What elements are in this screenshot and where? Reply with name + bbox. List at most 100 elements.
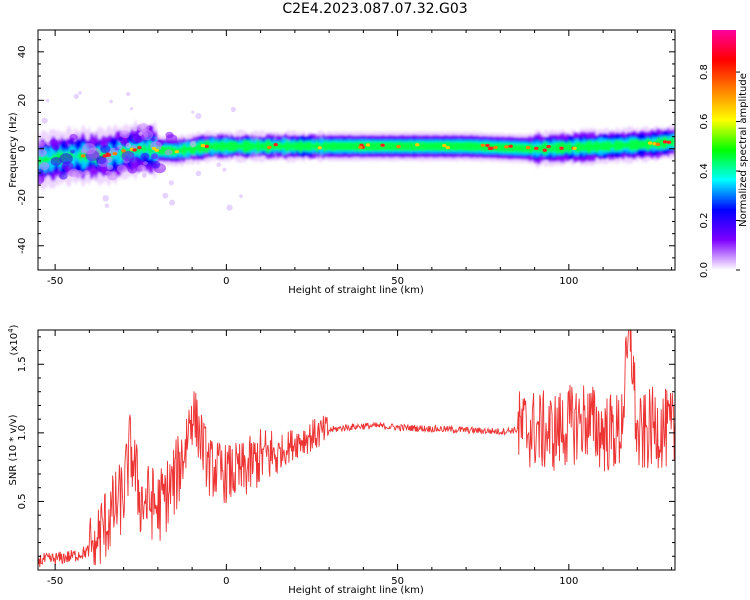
snr-y-ticks: 0.5 1.0 1.5 [17,336,675,571]
spectrogram-noise-blob [39,162,50,171]
snr-x-tick-label: -50 [47,576,63,587]
spectrogram-noise-dot [226,204,233,211]
snr-x-tick-label: 0 [223,576,229,587]
spectrogram-peak [154,148,159,152]
colorbar-gradient [712,30,736,270]
spectrogram-noise-blob [143,161,148,166]
spectrogram-noise-dot [41,117,48,124]
spectrogram-y-tick-label: 40 [17,45,28,58]
colorbar-ticks: 0.0 0.2 0.4 0.6 0.8 [699,64,740,278]
spectrogram-noise-dot [125,142,132,149]
spectrogram-noise-dot [239,194,243,198]
spectrogram-noise-blob [105,170,111,175]
snr-y-multiplier-close: ) [9,324,20,328]
spectrogram-peak [442,144,447,148]
spectrogram-noise-dot [73,93,79,99]
spectrogram-panel: -50 0 50 100 -40 -20 0 20 40 Height of straight… [8,29,676,296]
spectrogram-noise-dot [141,172,147,178]
colorbar-tick-label: 0.8 [699,64,710,80]
spectrogram-y-tick-label: 20 [17,94,28,107]
spectrogram-noise-blob [116,164,127,173]
spectrogram-peak [396,144,401,149]
spectrogram-noise-dot [129,107,134,111]
spectrogram-peak [137,146,142,150]
spectrogram-peak [174,150,180,154]
spectrogram-noise-dot [168,180,174,186]
colorbar-tick-label: 0.2 [699,213,710,229]
spectrogram-noise-dot [138,131,143,136]
spectrogram-x-tick-label: 50 [391,276,404,287]
spectrogram-y-tick-label: 0 [17,146,28,152]
spectrogram-noise-blob [133,133,145,143]
spectrogram-peak [121,149,126,153]
spectrogram-y-tick-label: -20 [17,189,28,205]
spectrogram-peak [655,142,660,146]
spectrogram-noise-dot [191,110,195,114]
spectrogram-peak [666,140,672,144]
spectrogram-peak [559,146,564,150]
spectrogram-noise-blob [49,139,58,146]
spectrogram-noise-blob [137,123,150,133]
spectrogram-peak [365,143,371,147]
spectrogram-peak [204,144,209,148]
spectrogram-y-tick-label: -40 [17,238,28,254]
spectrogram-noise-blob [82,143,97,155]
spectrogram-noise-blob [127,166,138,174]
spectrogram-noise-dot [132,126,138,132]
spectrogram-noise-dot [109,99,113,104]
spectrogram-peak [546,145,551,149]
spectrogram-noise-blob [82,170,90,176]
spectrogram-peak [487,146,493,151]
snr-y-tick-label: 0.5 [17,493,28,509]
spectrogram-peak [273,143,278,147]
colorbar-tick-label: 0.0 [699,262,710,278]
spectrogram-peak [112,152,118,156]
spectrogram-noise-blob [59,172,68,180]
spectrogram-peak [445,145,451,150]
spectrogram-noise-blob [100,144,111,154]
spectrogram-x-axis-label: Height of straight line (km) [288,285,424,296]
snr-x-ticks: -50 0 50 100 [47,330,673,587]
spectrogram-noise-blob [119,130,130,139]
spectrogram-peak [647,141,653,145]
spectrogram-noise-dot [162,192,169,199]
spectrogram-noise-blob [129,157,142,168]
spectrogram-noise-blob [38,175,45,185]
spectrogram-peak [493,145,498,150]
snr-x-tick-label: 100 [559,576,578,587]
spectrogram-noise-dot [45,98,50,103]
spectrogram-peak [102,154,107,158]
spectrogram-noise-blob [137,164,147,172]
snr-series-line [38,330,675,568]
spectrogram-peak [534,146,539,150]
spectrogram-peak [504,145,509,149]
spectrogram-peak [508,144,513,148]
spectrogram-peak [480,143,485,147]
spectrogram-band-layer [38,133,675,174]
snr-plot-area [38,330,675,570]
spectrogram-peak [542,148,547,152]
spectrogram-peak [80,154,86,158]
spectrogram-noise-blob [70,149,76,154]
spectrogram-noise-dot [169,199,176,206]
svg-text:(x104): (x104) [7,324,20,355]
spectrogram-noise-dot [230,106,236,113]
spectrogram-noise-blob [151,153,159,160]
spectrogram-noise-blob [59,153,73,164]
spectrogram-peak [572,146,577,150]
spectrogram-noise-blob [165,131,174,139]
spectrogram-noise-blob [50,156,62,166]
spectrogram-x-tick-label: 100 [559,276,578,287]
spectrogram-noise-blob [69,133,78,141]
spectrogram-marks [38,91,675,211]
spectrogram-peak [485,143,490,148]
snr-x-tick-label: 50 [391,576,404,587]
spectrogram-noise-blob [117,144,123,150]
spectrogram-noise-dot [78,91,82,95]
spectrogram-x-tick-label: 0 [223,276,229,287]
colorbar-label: Normalized spectral amplitude [738,73,749,227]
spectrogram-noise-blob [150,137,156,142]
spectrogram-peak [200,143,206,148]
spectrogram-peak [380,143,385,147]
